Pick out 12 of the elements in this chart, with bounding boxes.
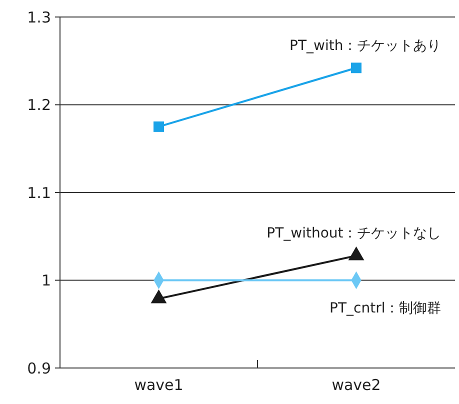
y-tick-label: 0.9 (27, 359, 51, 378)
series-label: PT_without：チケットなし (266, 226, 442, 242)
y-tick-label: 1.1 (27, 184, 51, 202)
x-tick-label: wave2 (332, 376, 381, 394)
point (154, 121, 164, 132)
y-tick-label: 1.3 (27, 8, 51, 26)
point (351, 62, 362, 74)
series-label: PT_cntrl：制御群 (330, 300, 442, 316)
y-tick-label: 1.2 (27, 96, 51, 114)
x-tick-label: wave1 (134, 376, 184, 394)
y-tick-label: 1 (41, 272, 51, 290)
series-label: PT_with：チケットあり (290, 38, 442, 54)
